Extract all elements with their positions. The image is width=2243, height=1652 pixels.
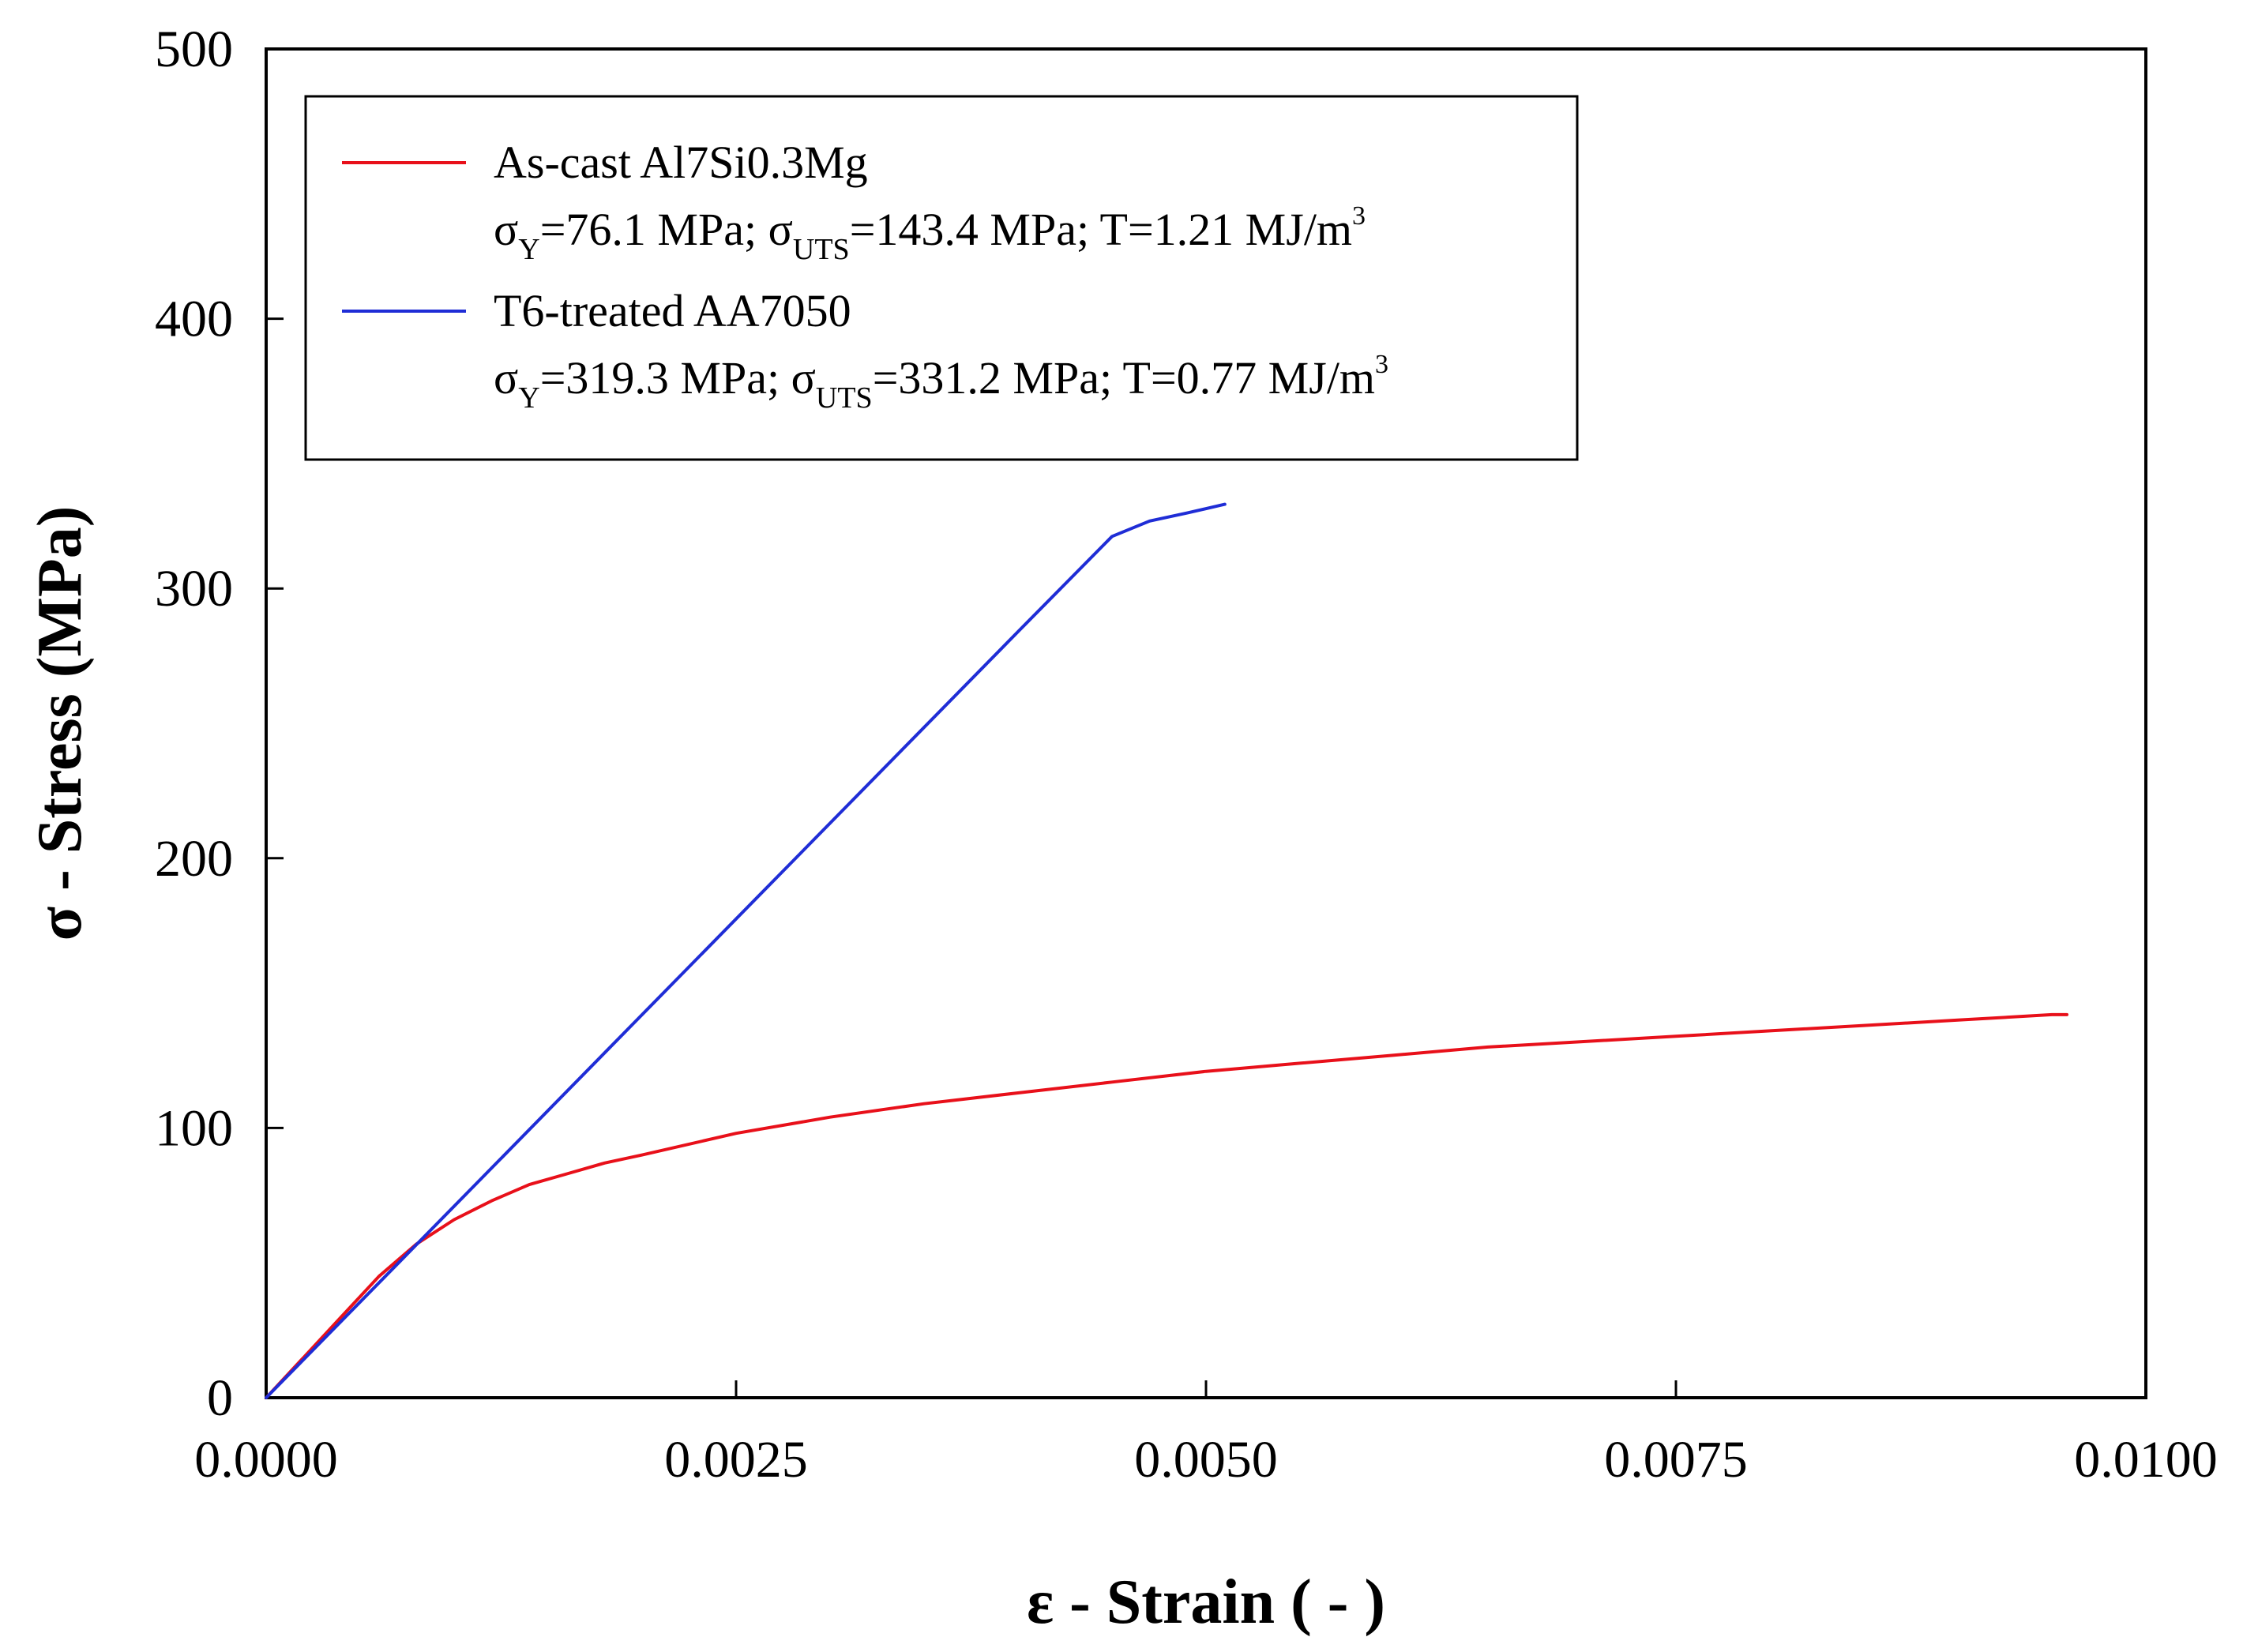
legend: As-cast Al7Si0.3Mg σY=76.1 MPa; σUTS=143… bbox=[304, 95, 1579, 461]
x-tick-label: 0.0075 bbox=[1604, 1431, 1748, 1489]
y-axis-title: σ - Stress (MPa) bbox=[25, 506, 95, 941]
x-axis-ticks: 0.0000 0.0025 0.0050 0.0075 0.0100 bbox=[194, 1380, 2218, 1489]
legend-properties-as-cast: σY=76.1 MPa; σUTS=143.4 MPa; T=1.21 MJ/m… bbox=[494, 201, 1366, 266]
series-group bbox=[265, 502, 2068, 1399]
y-tick-label: 200 bbox=[155, 830, 233, 888]
y-tick-label: 0 bbox=[207, 1369, 233, 1427]
y-tick-label: 300 bbox=[155, 560, 233, 618]
series-line-as-cast bbox=[265, 1012, 2068, 1399]
x-tick-label: 0.0000 bbox=[194, 1431, 338, 1489]
x-tick-label: 0.0050 bbox=[1134, 1431, 1278, 1489]
y-tick-label: 400 bbox=[155, 291, 233, 348]
x-tick-label: 0.0100 bbox=[2074, 1431, 2218, 1489]
x-axis-title: ε - Strain ( - ) bbox=[1027, 1568, 1385, 1637]
y-tick-label: 500 bbox=[155, 21, 233, 78]
x-tick-label: 0.0025 bbox=[664, 1431, 808, 1489]
y-axis-ticks: 0 100 200 300 400 500 bbox=[155, 21, 284, 1427]
y-tick-label: 100 bbox=[155, 1099, 233, 1157]
legend-label-t6: T6-treated AA7050 bbox=[494, 285, 851, 336]
legend-properties-t6: σY=319.3 MPa; σUTS=331.2 MPa; T=0.77 MJ/… bbox=[494, 350, 1388, 415]
legend-box bbox=[304, 95, 1579, 461]
legend-label-as-cast: As-cast Al7Si0.3Mg bbox=[494, 137, 868, 188]
series-line-t6 bbox=[265, 502, 1227, 1399]
